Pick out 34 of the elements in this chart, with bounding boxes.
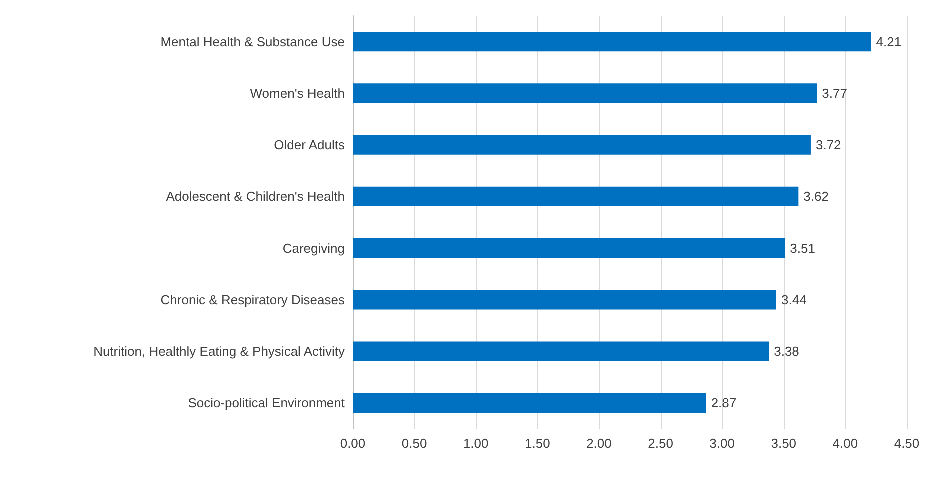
x-tick-label: 0.00	[340, 436, 366, 451]
x-tick-label: 3.50	[771, 436, 797, 451]
data-label: 3.38	[774, 344, 800, 360]
x-tick-label: 1.00	[463, 436, 489, 451]
y-tick-label: Mental Health & Substance Use	[160, 34, 345, 50]
y-tick-label: Older Adults	[274, 138, 346, 153]
y-tick-label: Socio-political Environment	[188, 396, 346, 411]
bar	[353, 342, 770, 362]
x-tick-label: 0.50	[402, 436, 428, 451]
bar	[353, 238, 786, 258]
data-label: 4.21	[876, 34, 902, 50]
bar	[353, 84, 818, 104]
data-label: 3.72	[816, 138, 842, 153]
bar	[353, 135, 811, 155]
x-tick-label: 2.50	[648, 436, 674, 451]
bar	[353, 186, 799, 206]
x-tick-label: 4.00	[832, 436, 858, 451]
data-label: 3.62	[804, 189, 829, 204]
y-tick-label: Nutrition, Healthly Eating & Physical Activity	[94, 344, 346, 360]
bar	[353, 32, 872, 52]
y-tick-label: Women's Health	[250, 86, 345, 101]
data-label: 3.77	[822, 86, 848, 101]
data-label: 2.87	[711, 396, 737, 411]
y-tick-label: Adolescent & Children's Health	[166, 189, 345, 204]
y-tick-label: Caregiving	[282, 240, 345, 256]
data-label: 3.44	[782, 292, 807, 308]
x-tick-label: 4.50	[894, 436, 920, 451]
x-tick-label: 1.50	[525, 436, 550, 451]
bar	[353, 290, 776, 310]
x-tick-label: 2.00	[586, 436, 612, 451]
bar	[353, 393, 706, 413]
data-label: 3.51	[790, 240, 816, 256]
y-tick-label: Chronic & Respiratory Diseases	[160, 292, 346, 308]
x-tick-label: 3.00	[710, 436, 735, 451]
